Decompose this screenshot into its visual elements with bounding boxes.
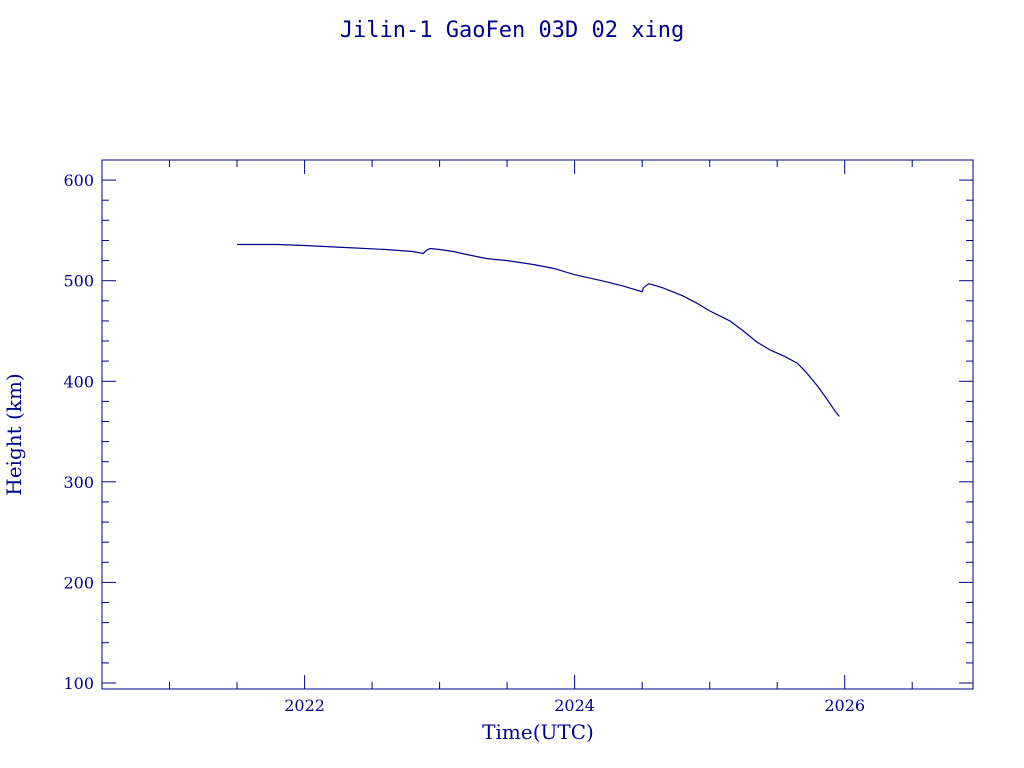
y-axis-tick-labels: 100 200 300 400 500 600: [63, 171, 94, 693]
x-axis-ticks: [101, 160, 913, 689]
x-tick-label: 2026: [824, 696, 865, 715]
y-tick-label: 500: [63, 272, 94, 291]
plot-frame: [101, 159, 974, 690]
x-axis-tick-labels: 2022 2024 2026: [284, 696, 865, 715]
x-axis-label: Time(UTC): [482, 720, 594, 744]
chart-title: Jilin-1 GaoFen 03D 02 xing: [340, 18, 684, 43]
x-tick-label: 2022: [284, 696, 325, 715]
y-tick-label: 400: [63, 372, 94, 391]
y-tick-label: 600: [63, 171, 94, 190]
height-series-line: [237, 243, 840, 417]
y-axis-ticks: [102, 159, 973, 684]
y-axis-label: Height (km): [2, 373, 26, 495]
x-tick-label: 2024: [554, 696, 595, 715]
y-tick-label: 200: [63, 573, 94, 592]
y-tick-label: 300: [63, 473, 94, 492]
y-tick-label: 100: [63, 674, 94, 693]
